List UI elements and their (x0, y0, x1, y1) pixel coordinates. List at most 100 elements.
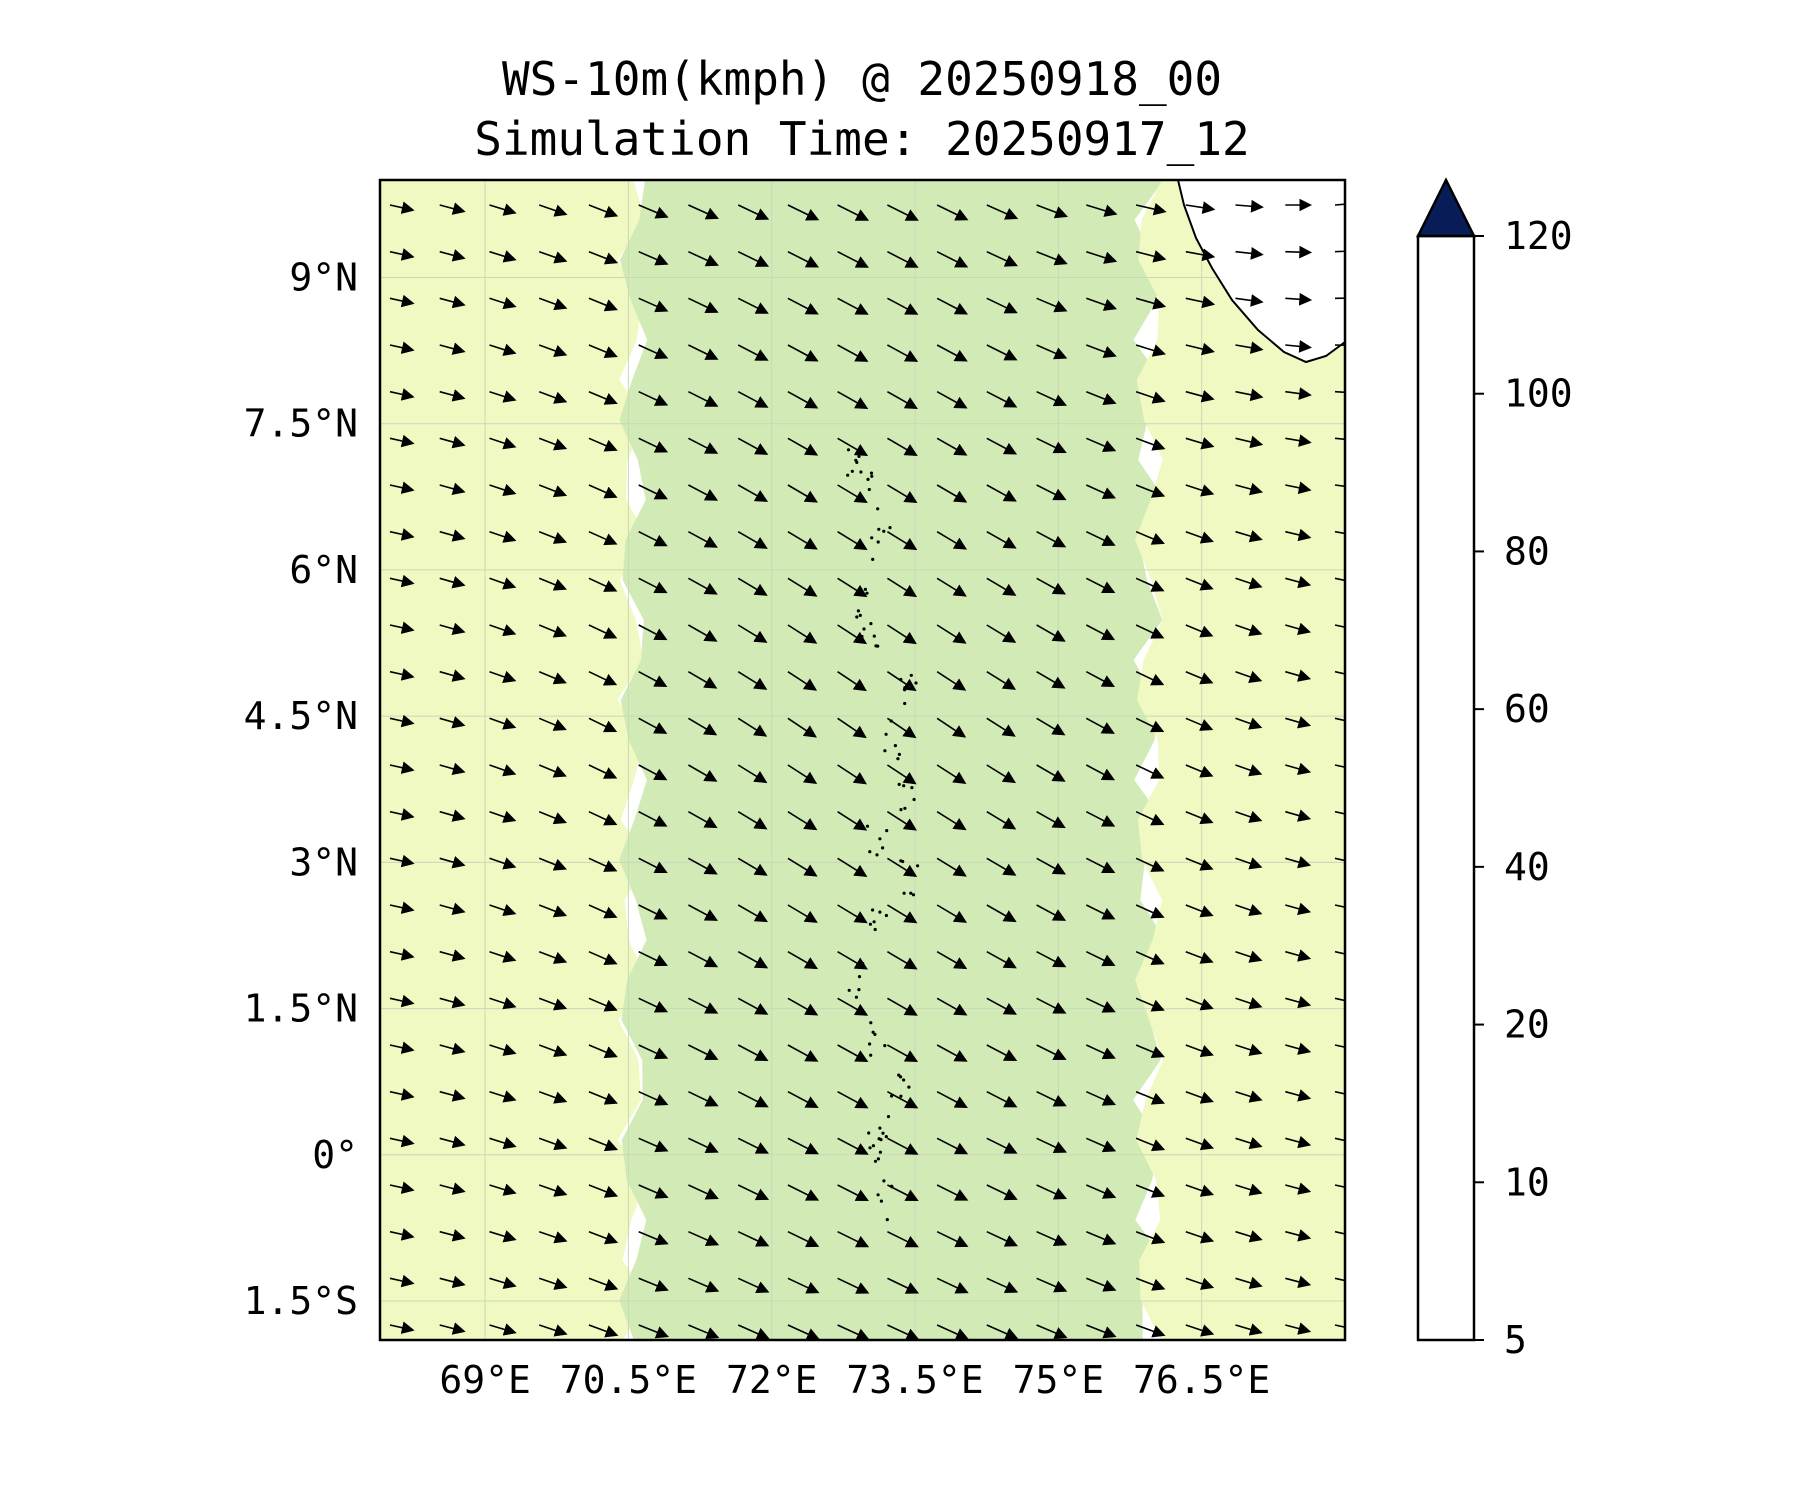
atoll-dot (856, 609, 861, 613)
wind-arrow (1285, 1322, 1312, 1335)
atoll-dot (873, 927, 877, 932)
wind-arrow (936, 1230, 969, 1248)
atoll-dot (899, 808, 903, 812)
wind-arrow (1036, 1324, 1068, 1339)
wind-arrow (1285, 856, 1312, 869)
wind-arrow (489, 1090, 517, 1103)
wind-arrow (1185, 248, 1216, 262)
atoll-dot (868, 850, 872, 854)
atoll-dot (899, 1075, 903, 1079)
wind-arrow (887, 1277, 920, 1294)
wind-arrow (737, 484, 769, 502)
atoll-dot (873, 1032, 877, 1036)
wind-arrow (489, 1043, 517, 1056)
wind-arrow (737, 904, 768, 923)
wind-arrow (737, 1277, 770, 1294)
atoll-dot (879, 1199, 884, 1203)
wind-arrow (1086, 297, 1118, 311)
wind-arrow (439, 202, 466, 215)
wind-arrow (837, 857, 868, 878)
wind-arrow (886, 951, 918, 970)
wind-arrow (886, 811, 917, 831)
wind-arrow (1185, 717, 1214, 731)
wind-arrow (638, 1090, 669, 1106)
wind-arrow (936, 904, 968, 923)
wind-arrow (1285, 292, 1313, 306)
latitude-axis-labels: 9°N 7.5°N 6°N 4.5°N 3°N 1.5°N 0° 1.5°S (244, 255, 358, 1323)
wind-arrow (439, 1135, 466, 1149)
wind-arrow (1235, 247, 1264, 260)
wind-arrow (1334, 717, 1345, 722)
wind-arrow (1185, 577, 1214, 591)
wind-arrow (986, 624, 1017, 643)
wind-arrow (1334, 997, 1345, 1002)
wind-arrow (688, 390, 719, 407)
wind-arrow (787, 857, 818, 877)
wind-arrow (1135, 670, 1165, 686)
wind-arrow (538, 297, 568, 311)
latitude-tick-label: 3°N (289, 840, 358, 884)
map-gridlines (380, 180, 1345, 1340)
wind-arrow (737, 297, 769, 314)
wind-arrow (1235, 341, 1264, 354)
atoll-dot (857, 988, 861, 992)
wind-arrow (687, 671, 718, 689)
atoll-dot (868, 1042, 872, 1046)
atoll-dot (846, 448, 851, 452)
wind-arrow (1185, 764, 1214, 778)
wind-arrow (837, 1137, 869, 1155)
wind-arrow (1235, 1323, 1263, 1336)
wind-arrow (439, 949, 466, 962)
wind-arrow (588, 1324, 619, 1338)
wind-arrow (1285, 1229, 1312, 1242)
wind-arrow (1135, 810, 1165, 826)
wind-arrow (588, 204, 619, 218)
colorbar-tick-label: 20 (1504, 1003, 1550, 1047)
atoll-dot (907, 1085, 911, 1089)
wind-arrow (489, 717, 517, 730)
wind-arrow (1036, 624, 1066, 642)
atoll-dot (878, 837, 882, 841)
wind-arrow (986, 1230, 1019, 1247)
wind-arrow (1135, 250, 1167, 263)
wind-arrow (986, 764, 1017, 784)
atoll-dot (870, 536, 874, 540)
wind-arrow (737, 1044, 769, 1061)
wind-arrow (1085, 1090, 1117, 1106)
wind-arrow (1085, 577, 1116, 594)
wind-arrow (787, 1324, 820, 1340)
atoll-dot (859, 470, 863, 474)
wind-arrow (1285, 669, 1312, 682)
wind-arrow (688, 1230, 720, 1246)
wind-arrow (1235, 810, 1263, 823)
wind-arrow (1185, 390, 1215, 403)
wind-arrow (389, 901, 415, 914)
wind-arrow (1185, 437, 1215, 450)
longitude-tick-label: 69°E (439, 1358, 531, 1402)
wind-arrow (1285, 481, 1312, 495)
wind-arrow (638, 530, 668, 547)
wind-arrow (439, 762, 466, 776)
atoll-dot (903, 701, 907, 706)
atoll-dot (869, 1021, 873, 1025)
wind-arrow (588, 530, 618, 546)
wind-arrow (538, 810, 567, 825)
wind-arrow (1185, 810, 1214, 825)
wind-arrow (688, 857, 718, 875)
wind-arrow (1135, 484, 1166, 498)
wind-arrow (638, 344, 669, 360)
latitude-tick-label: 9°N (289, 255, 358, 299)
wind-arrow (886, 484, 918, 504)
wind-arrow (1235, 624, 1263, 637)
atoll-dot (885, 829, 889, 833)
wind-arrow (1135, 624, 1165, 639)
wind-arrow (1135, 577, 1165, 592)
wind-arrow (936, 1137, 969, 1155)
wind-arrow (887, 250, 919, 268)
wind-arrow (936, 1277, 969, 1294)
atoll-dot (883, 749, 887, 753)
wind-arrow (489, 343, 517, 356)
wind-arrow (787, 951, 819, 970)
wind-arrow (1285, 902, 1312, 915)
wind-arrow (389, 574, 415, 588)
